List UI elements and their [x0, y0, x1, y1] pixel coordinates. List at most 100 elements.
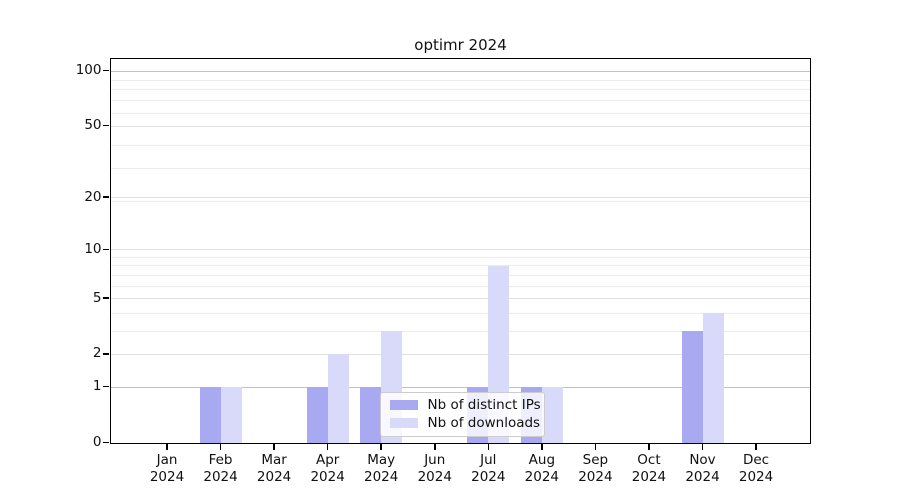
y-gridline-major [110, 249, 810, 251]
y-tick-label: 2 [92, 345, 102, 362]
x-tick-label: Aug 2024 [510, 452, 574, 486]
y-gridline-minor [110, 201, 810, 203]
x-tick-label-month: May [367, 451, 396, 468]
legend-label: Nb of distinct IPs [427, 396, 541, 413]
y-gridline-minor [110, 168, 810, 170]
x-tick-label-month: Aug [528, 451, 556, 468]
x-tick-label-month: Jan [156, 451, 178, 468]
x-tick [434, 444, 436, 450]
x-tick-label: Jan 2024 [135, 452, 199, 486]
y-gridline-major [110, 298, 810, 300]
y-tick-label: 50 [84, 117, 102, 134]
y-gridline-major [110, 125, 810, 127]
y-tick-label: 10 [84, 240, 102, 257]
x-tick-label: May 2024 [349, 452, 413, 486]
y-gridline-minor [110, 312, 810, 314]
y-gridline-major [110, 197, 810, 199]
x-tick-label-year: 2024 [578, 468, 613, 485]
y-tick [102, 124, 109, 127]
x-tick-label-year: 2024 [256, 468, 292, 485]
x-tick [273, 444, 275, 450]
y-gridline-major [110, 386, 810, 388]
y-gridline-major [110, 353, 810, 355]
x-tick-label-month: Dec [742, 451, 770, 468]
x-tick [648, 444, 650, 450]
y-gridline-minor [110, 265, 810, 267]
y-tick [102, 196, 109, 198]
x-tick-label-month: Feb [208, 451, 233, 468]
x-tick-label-month: Oct [637, 451, 661, 468]
x-tick-label-year: 2024 [310, 468, 345, 485]
x-tick-label-month: Jun [424, 451, 446, 468]
chart-title: optimr 2024 [414, 36, 507, 54]
bar-distinct-ips-may [360, 386, 382, 443]
y-gridline-minor [110, 79, 810, 81]
y-tick [102, 69, 109, 72]
x-tick-label-year: 2024 [203, 468, 238, 485]
bar-distinct-ips-nov [681, 330, 703, 443]
x-tick-label: Apr 2024 [296, 452, 360, 486]
x-tick [541, 444, 543, 450]
x-tick-label-month: Sep [582, 451, 609, 468]
x-tick-label: Oct 2024 [617, 452, 681, 486]
legend-swatch-icon [389, 417, 418, 429]
x-tick-label-year: 2024 [471, 468, 506, 485]
bar-distinct-ips-feb [199, 386, 221, 443]
x-tick [326, 444, 329, 450]
y-gridline-minor [110, 257, 810, 258]
legend-item: Nb of downloads [389, 415, 540, 431]
x-tick-label-month: Jul [480, 451, 497, 468]
y-tick-label: 100 [75, 62, 102, 79]
legend-item: Nb of distinct IPs [389, 397, 541, 413]
x-tick [380, 444, 382, 450]
y-gridline-minor [110, 100, 810, 102]
x-tick-label: Feb 2024 [189, 452, 253, 486]
x-tick-label-month: Apr [315, 451, 340, 468]
x-tick [701, 444, 704, 450]
x-tick-label: Sep 2024 [563, 452, 627, 486]
plot-area: Nb of distinct IPs Nb of downloads 0 1 2 5 10… [76, 57, 811, 485]
x-tick-label: Jul 2024 [456, 452, 520, 486]
x-tick [755, 444, 757, 450]
x-tick-label-year: 2024 [524, 468, 560, 485]
y-tick [102, 248, 109, 251]
x-tick-label-year: 2024 [685, 468, 720, 485]
x-tick-label: Jun 2024 [403, 452, 467, 486]
legend-label: Nb of downloads [427, 415, 541, 432]
x-tick-label-month: Nov [689, 451, 716, 468]
y-gridline-minor [110, 89, 810, 91]
x-tick-label-year: 2024 [738, 468, 774, 485]
x-tick-label-year: 2024 [149, 468, 185, 485]
x-tick-label: Nov 2024 [671, 452, 735, 486]
bar-downloads-aug [541, 386, 563, 443]
y-gridline-minor [110, 274, 810, 276]
y-gridline-minor [110, 112, 810, 114]
y-tick [102, 353, 109, 355]
bar-downloads-apr [327, 354, 349, 443]
y-gridline-minor [110, 285, 810, 287]
x-tick-label-month: Mar [261, 451, 287, 468]
legend-swatch-icon [389, 399, 418, 411]
x-tick-label-year: 2024 [364, 468, 399, 485]
bar-downloads-nov [702, 312, 724, 443]
y-tick-label: 0 [92, 434, 102, 450]
y-tick-label: 5 [92, 289, 102, 306]
y-tick-label: 1 [92, 378, 102, 395]
y-gridline-minor [110, 145, 810, 147]
y-tick [102, 385, 109, 388]
x-tick [487, 444, 490, 450]
x-tick-label-year: 2024 [417, 468, 452, 485]
x-tick [594, 444, 597, 450]
y-gridline-major [110, 70, 810, 72]
x-tick-label: Mar 2024 [242, 452, 306, 486]
bar-distinct-ips-apr [306, 386, 328, 443]
x-tick-label: Dec 2024 [724, 452, 788, 486]
y-tick [102, 441, 109, 444]
x-tick-label-year: 2024 [631, 468, 667, 485]
x-tick [219, 444, 222, 450]
y-gridline-minor [110, 330, 810, 332]
legend: Nb of distinct IPs Nb of downloads [379, 391, 545, 437]
y-tick [102, 297, 109, 299]
y-tick-label: 20 [84, 188, 102, 205]
